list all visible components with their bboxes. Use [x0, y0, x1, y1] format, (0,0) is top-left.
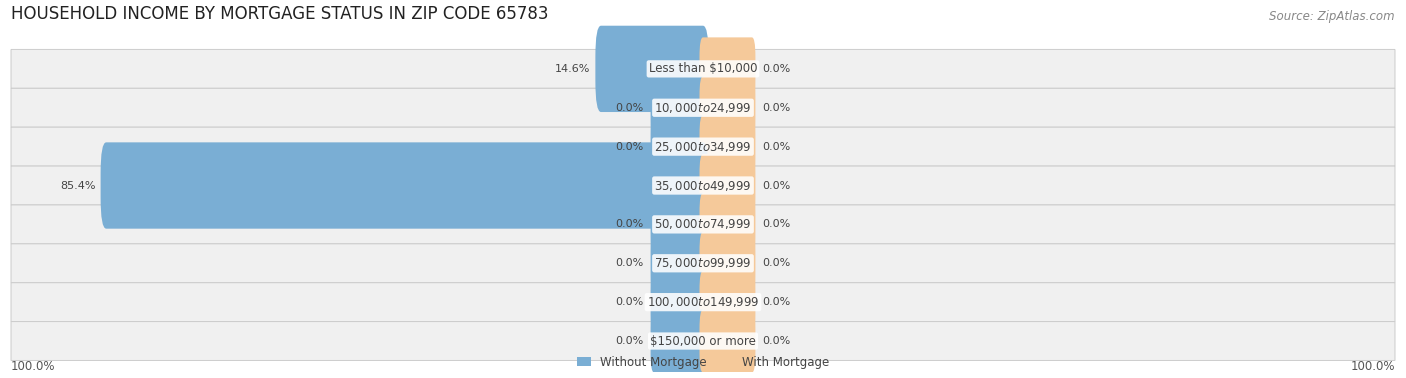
Text: 85.4%: 85.4%: [60, 181, 96, 191]
FancyBboxPatch shape: [700, 37, 755, 101]
FancyBboxPatch shape: [651, 310, 706, 373]
Text: 0.0%: 0.0%: [762, 297, 790, 307]
FancyBboxPatch shape: [700, 76, 755, 139]
Text: 100.0%: 100.0%: [1350, 360, 1395, 373]
Text: 0.0%: 0.0%: [762, 258, 790, 268]
Text: $150,000 or more: $150,000 or more: [650, 335, 756, 347]
FancyBboxPatch shape: [11, 283, 1395, 322]
Text: 0.0%: 0.0%: [616, 219, 644, 229]
Text: HOUSEHOLD INCOME BY MORTGAGE STATUS IN ZIP CODE 65783: HOUSEHOLD INCOME BY MORTGAGE STATUS IN Z…: [11, 5, 548, 23]
FancyBboxPatch shape: [700, 271, 755, 334]
FancyBboxPatch shape: [11, 50, 1395, 88]
Text: 0.0%: 0.0%: [762, 181, 790, 191]
Text: $10,000 to $24,999: $10,000 to $24,999: [654, 101, 752, 115]
FancyBboxPatch shape: [11, 322, 1395, 361]
FancyBboxPatch shape: [651, 193, 706, 256]
FancyBboxPatch shape: [11, 88, 1395, 127]
Text: 0.0%: 0.0%: [616, 258, 644, 268]
Text: 0.0%: 0.0%: [762, 142, 790, 152]
Text: 0.0%: 0.0%: [762, 219, 790, 229]
Text: $75,000 to $99,999: $75,000 to $99,999: [654, 256, 752, 270]
FancyBboxPatch shape: [651, 76, 706, 139]
FancyBboxPatch shape: [651, 232, 706, 295]
Text: 0.0%: 0.0%: [616, 297, 644, 307]
Text: 0.0%: 0.0%: [762, 336, 790, 346]
Text: 0.0%: 0.0%: [616, 103, 644, 113]
FancyBboxPatch shape: [595, 26, 709, 112]
FancyBboxPatch shape: [11, 166, 1395, 205]
Text: 0.0%: 0.0%: [616, 336, 644, 346]
Text: $100,000 to $149,999: $100,000 to $149,999: [647, 295, 759, 309]
FancyBboxPatch shape: [700, 154, 755, 217]
Text: 100.0%: 100.0%: [11, 360, 56, 373]
FancyBboxPatch shape: [11, 205, 1395, 244]
Text: Source: ZipAtlas.com: Source: ZipAtlas.com: [1270, 10, 1395, 23]
FancyBboxPatch shape: [101, 143, 709, 229]
Text: $50,000 to $74,999: $50,000 to $74,999: [654, 217, 752, 231]
FancyBboxPatch shape: [700, 310, 755, 373]
Text: $25,000 to $34,999: $25,000 to $34,999: [654, 139, 752, 153]
FancyBboxPatch shape: [11, 127, 1395, 166]
FancyBboxPatch shape: [651, 271, 706, 334]
Text: 14.6%: 14.6%: [555, 64, 591, 74]
FancyBboxPatch shape: [700, 232, 755, 295]
FancyBboxPatch shape: [651, 115, 706, 178]
Text: Less than $10,000: Less than $10,000: [648, 62, 758, 75]
FancyBboxPatch shape: [11, 244, 1395, 283]
Text: 0.0%: 0.0%: [616, 142, 644, 152]
Text: 0.0%: 0.0%: [762, 103, 790, 113]
Text: 0.0%: 0.0%: [762, 64, 790, 74]
FancyBboxPatch shape: [700, 115, 755, 178]
FancyBboxPatch shape: [700, 193, 755, 256]
Legend: Without Mortgage, With Mortgage: Without Mortgage, With Mortgage: [572, 351, 834, 373]
Text: $35,000 to $49,999: $35,000 to $49,999: [654, 178, 752, 192]
